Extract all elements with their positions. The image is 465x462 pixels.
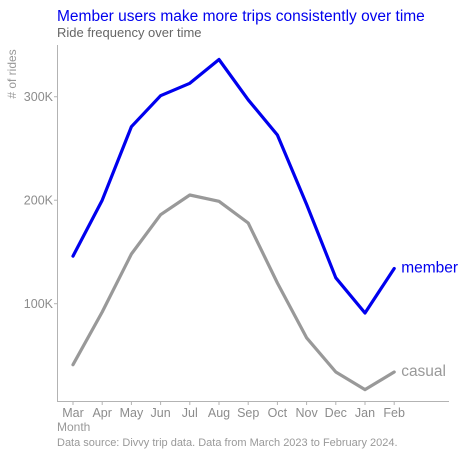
x-tick-label: Oct xyxy=(268,406,288,420)
y-tick-label: 200K xyxy=(24,194,54,208)
x-tick-label: Feb xyxy=(383,406,405,420)
x-tick-label: Apr xyxy=(92,406,111,420)
series-label-casual: casual xyxy=(401,363,446,380)
x-axis-label: Month xyxy=(57,420,90,434)
x-tick-label: Jun xyxy=(151,406,171,420)
x-tick-label: Sep xyxy=(237,406,259,420)
y-tick-label: 100K xyxy=(24,297,54,311)
x-tick-label: Dec xyxy=(325,406,347,420)
y-tick-label: 300K xyxy=(24,90,54,104)
series-label-member: member xyxy=(401,260,458,277)
x-tick-label: Jul xyxy=(182,406,198,420)
series-lines: member casual xyxy=(71,57,458,392)
y-axis-label: # of rides xyxy=(5,49,19,98)
chart-caption: Data source: Divvy trip data. Data from … xyxy=(57,437,398,449)
x-tick-label: Mar xyxy=(62,406,84,420)
x-tick-label: Nov xyxy=(295,406,318,420)
x-tick-label: Aug xyxy=(208,406,230,420)
x-axis-ticks: Mar Apr May Jun Jul Aug Sep Oct Nov Dec Jan Feb xyxy=(62,401,405,420)
x-tick-label: Jan xyxy=(355,406,375,420)
y-axis-ticks: 100K 200K 300K xyxy=(24,90,57,311)
x-tick-label: May xyxy=(120,406,144,420)
series-line-casual xyxy=(71,193,396,392)
chart-title: Member users make more trips consistentl… xyxy=(57,8,425,25)
chart-subtitle: Ride frequency over time xyxy=(57,25,202,40)
series-line-member xyxy=(71,57,396,315)
